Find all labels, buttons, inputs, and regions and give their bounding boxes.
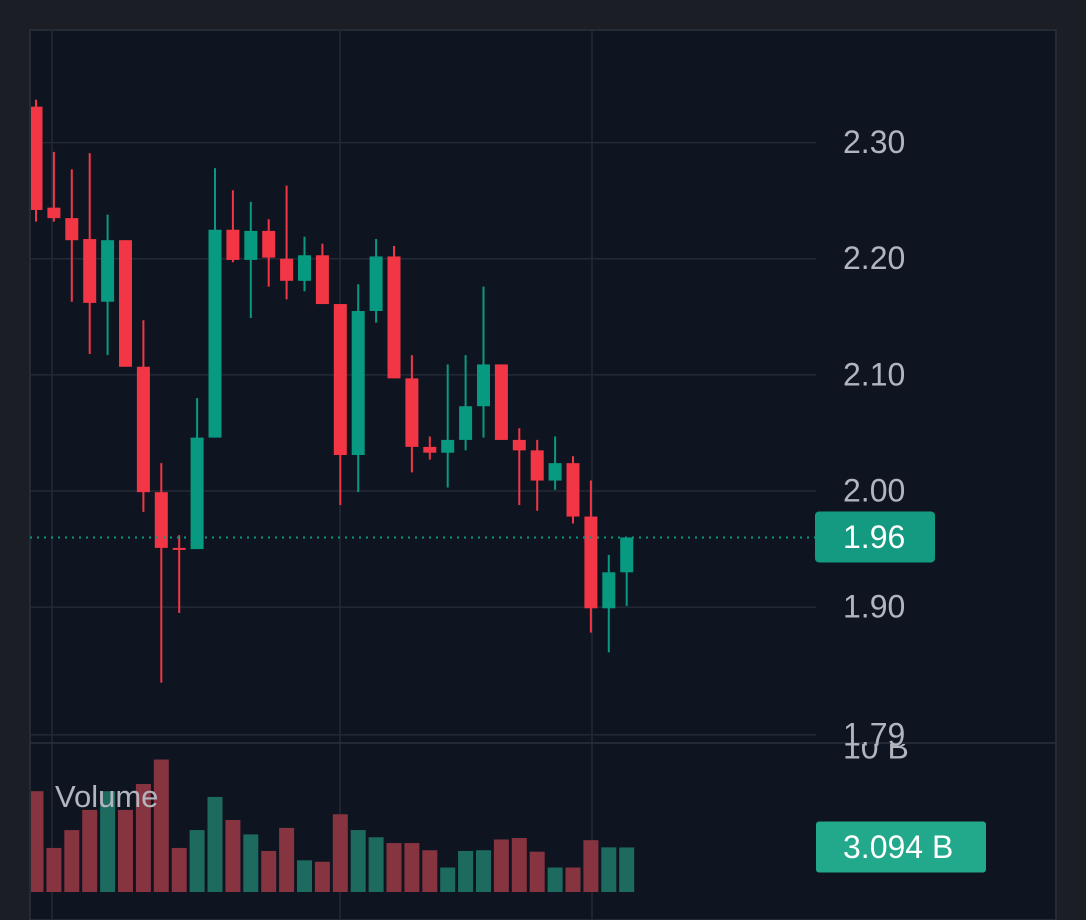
volume-bar xyxy=(46,847,62,892)
volume-bar xyxy=(386,843,402,892)
volume-bar xyxy=(565,867,581,892)
candle-body xyxy=(83,239,97,303)
candle-body xyxy=(333,304,347,456)
volume-bar xyxy=(100,791,116,892)
candle-body xyxy=(154,492,168,548)
candle-body xyxy=(298,255,311,281)
volume-bar xyxy=(368,837,384,892)
last-price-badge xyxy=(815,511,935,563)
candle-body xyxy=(584,516,598,609)
candle-body xyxy=(566,463,580,517)
candle-body xyxy=(512,439,526,451)
candle-body xyxy=(351,311,365,456)
volume-bar xyxy=(350,830,366,892)
candle-body xyxy=(280,258,294,281)
volume-bar xyxy=(171,847,187,892)
candle-body xyxy=(136,366,150,493)
candle-body xyxy=(620,537,634,573)
y-tick-label: 2.20 xyxy=(843,240,905,276)
volume-bar xyxy=(493,839,509,892)
volume-bar xyxy=(314,861,330,892)
overlay: 1.96 3.094 B xyxy=(30,511,986,873)
candle-body xyxy=(423,446,437,453)
volume-bar xyxy=(118,809,133,892)
candle-body xyxy=(602,572,616,609)
candle-body xyxy=(441,439,455,453)
volume-bar xyxy=(422,850,438,892)
y-tick-label: 1.79 xyxy=(843,716,905,752)
volume-bar xyxy=(64,830,80,892)
volume-bar xyxy=(601,847,617,892)
candle-body xyxy=(459,406,473,440)
candle-body xyxy=(369,256,383,312)
last-volume-label: 3.094 B xyxy=(843,829,953,865)
price-pane xyxy=(31,99,816,736)
y-tick-label: 2.10 xyxy=(843,356,905,392)
candle-body xyxy=(244,230,258,260)
volume-bar xyxy=(547,867,563,892)
candle-body xyxy=(494,364,508,440)
volume-bar xyxy=(332,814,348,892)
candle-body xyxy=(101,240,115,302)
candle-body xyxy=(208,229,222,438)
volume-bar xyxy=(135,784,151,892)
volume-bar xyxy=(261,850,277,892)
volume-bar xyxy=(279,827,295,892)
candle-body xyxy=(119,240,132,367)
volume-pane: 10 B xyxy=(31,729,909,892)
volume-bar xyxy=(243,834,259,892)
volume-bar xyxy=(440,867,456,892)
volume-bar xyxy=(458,850,474,892)
volume-label: Volume xyxy=(55,779,158,814)
candle-body xyxy=(226,229,240,260)
candle-body xyxy=(548,463,562,481)
volume-bar xyxy=(297,860,312,892)
last-price-label: 1.96 xyxy=(843,519,905,555)
candle-body xyxy=(190,437,204,550)
volume-bar xyxy=(153,759,169,892)
volume-bar xyxy=(511,838,527,892)
volume-bar xyxy=(476,850,491,892)
volume-bar xyxy=(404,843,420,892)
candle-body xyxy=(530,450,544,481)
candle-body xyxy=(31,106,43,210)
volume-bar xyxy=(619,847,635,892)
candle-body xyxy=(172,547,186,550)
candle-body xyxy=(315,255,329,305)
volume-bar xyxy=(207,796,223,892)
candle-body xyxy=(387,256,401,379)
candle-body xyxy=(47,207,61,219)
y-tick-label: 2.00 xyxy=(843,472,905,508)
y2-tick-label: 10 B xyxy=(843,729,909,765)
y-tick-label: 2.30 xyxy=(843,124,905,160)
volume-bar xyxy=(82,809,98,892)
volume-bar xyxy=(583,840,599,892)
candle-body xyxy=(65,218,79,241)
y-tick-label: 1.90 xyxy=(843,589,905,625)
volume-bar xyxy=(31,791,44,892)
candle-body xyxy=(477,364,490,407)
volume-bar xyxy=(529,851,545,892)
volume-bar xyxy=(189,830,205,892)
candle-body xyxy=(262,230,276,258)
volume-bar xyxy=(225,820,241,892)
candle-body xyxy=(405,378,419,447)
last-volume-badge xyxy=(816,821,986,873)
